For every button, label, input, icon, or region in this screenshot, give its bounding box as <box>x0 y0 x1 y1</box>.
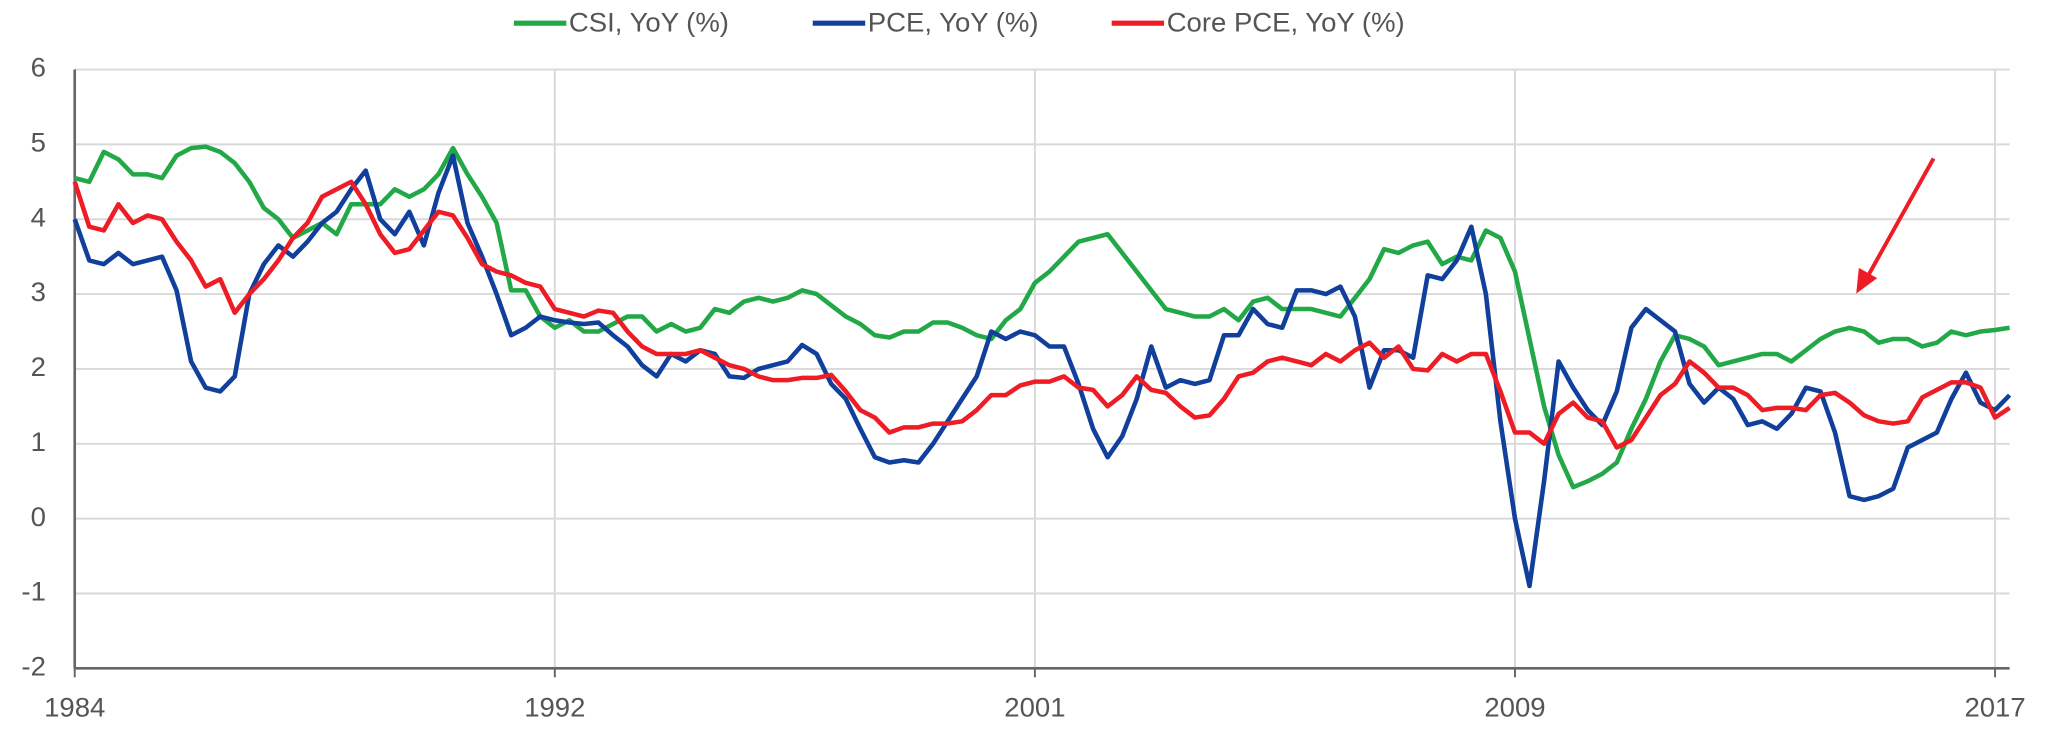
x-tick-label: 2001 <box>1004 692 1065 723</box>
y-tick-label: 2 <box>31 351 46 382</box>
y-tick-label: 5 <box>31 127 46 158</box>
arrow-shaft <box>1864 157 1936 280</box>
legend-label: Core PCE, YoY (%) <box>1167 7 1405 38</box>
y-tick-label: 6 <box>31 52 46 83</box>
legend-label: CSI, YoY (%) <box>569 7 729 38</box>
legend-label: PCE, YoY (%) <box>868 7 1039 38</box>
series-line <box>72 179 2011 450</box>
y-tick-label: 0 <box>31 501 46 532</box>
plot: -2 -1 0 1 2 3 4 5 6 1984 1992 2001 2009 2017 CSI, YoY … <box>21 7 2025 723</box>
annotation-arrow <box>1856 157 1936 294</box>
arrow-head <box>1856 267 1878 294</box>
x-tick-label: 2017 <box>1964 692 2025 723</box>
y-tick-label: 3 <box>31 276 46 307</box>
y-tick-label: 4 <box>31 202 46 233</box>
x-tick-label: 1984 <box>44 692 105 723</box>
y-tick-label: -2 <box>21 651 45 682</box>
series-line <box>74 144 2010 490</box>
y-tick-label: 1 <box>31 426 46 457</box>
x-tick-label: 2009 <box>1484 692 1545 723</box>
x-tick-label: 1992 <box>524 692 585 723</box>
series-line <box>72 153 2012 589</box>
y-tick-label: -1 <box>21 576 45 607</box>
